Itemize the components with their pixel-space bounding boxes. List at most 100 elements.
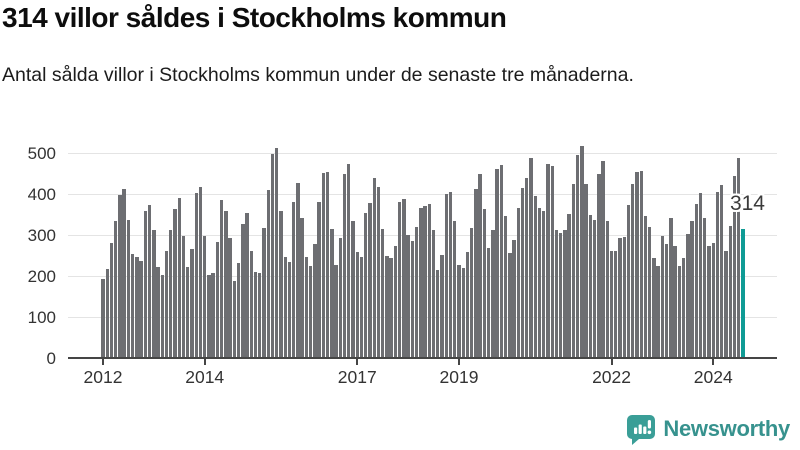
- bar: [135, 256, 139, 358]
- bar: [364, 212, 368, 358]
- bar: [461, 267, 465, 358]
- bar: [207, 274, 211, 358]
- bar: [389, 257, 393, 358]
- bar: [122, 188, 126, 358]
- bar: [470, 228, 474, 358]
- bar: [325, 171, 330, 358]
- x-axis-line: [68, 357, 777, 359]
- bar: [690, 221, 694, 358]
- newsworthy-logo-icon: [627, 414, 656, 445]
- bar: [652, 258, 656, 358]
- bar: [584, 184, 588, 358]
- bar: [109, 242, 114, 358]
- bar: [444, 194, 448, 358]
- bar: [241, 223, 245, 358]
- bar: [448, 191, 453, 358]
- bar: [550, 166, 554, 358]
- bar: [618, 238, 622, 358]
- highlight-value-label: 314: [729, 192, 765, 215]
- bar: [698, 192, 703, 358]
- bar: [491, 230, 495, 358]
- bar: [105, 269, 109, 358]
- x-axis-label: 2019: [439, 367, 479, 387]
- bar: [262, 227, 266, 358]
- bar: [270, 154, 275, 358]
- bar: [414, 227, 419, 358]
- bar: [516, 207, 520, 358]
- bar: [423, 205, 427, 358]
- bar: [546, 164, 550, 358]
- bar: [253, 271, 258, 358]
- bar: [457, 264, 461, 358]
- bar: [715, 191, 720, 358]
- bar: [440, 255, 444, 358]
- y-axis-label: 100: [27, 308, 56, 327]
- bar: [660, 235, 665, 358]
- bar: [143, 211, 148, 358]
- bar: [724, 251, 728, 358]
- bar: [486, 247, 491, 358]
- y-axis-label: 400: [27, 185, 56, 204]
- x-axis-tick: [712, 359, 715, 365]
- bar: [186, 266, 190, 358]
- bar: [406, 235, 410, 358]
- bar: [160, 274, 165, 358]
- bar: [177, 197, 181, 358]
- bar: [215, 242, 220, 358]
- bar: [639, 170, 643, 358]
- bar: [393, 246, 398, 358]
- bar: [525, 178, 529, 358]
- bar: [397, 201, 402, 358]
- bar: [508, 252, 512, 358]
- bar: [605, 221, 609, 358]
- bar: [181, 236, 186, 358]
- highlighted-bar: [741, 229, 745, 358]
- bar: [520, 188, 525, 358]
- x-axis-tick: [102, 359, 104, 365]
- bar: [431, 230, 436, 358]
- bar: [156, 266, 160, 358]
- bar: [190, 248, 194, 358]
- bar: [597, 173, 601, 358]
- bar: [198, 187, 203, 358]
- bar: [118, 194, 122, 358]
- x-axis-label: 2022: [592, 367, 632, 387]
- bar: [664, 244, 669, 358]
- bar: [308, 265, 313, 358]
- bar: [686, 234, 690, 358]
- bar: [173, 209, 177, 358]
- bar: [313, 244, 317, 358]
- bar: [681, 258, 686, 358]
- bar: [575, 155, 580, 358]
- bar: [101, 278, 105, 358]
- bar: [211, 273, 215, 358]
- bar: [478, 174, 482, 358]
- newsworthy-logo: Newsworthy: [626, 413, 790, 445]
- bar: [245, 213, 249, 358]
- bar: [351, 221, 355, 358]
- bar: [495, 169, 499, 358]
- bar: [334, 264, 338, 358]
- bar: [592, 219, 597, 358]
- bar: [219, 200, 224, 358]
- bar: [465, 252, 470, 358]
- gridline: [68, 153, 777, 154]
- bar: [287, 262, 292, 358]
- bar: [537, 208, 542, 358]
- bar: [152, 230, 156, 358]
- bar: [355, 252, 359, 358]
- bar: [554, 230, 559, 358]
- bar: [419, 208, 423, 358]
- bar: [503, 216, 508, 358]
- x-axis-tick: [203, 359, 206, 365]
- bar: [720, 184, 724, 358]
- bar: [139, 260, 143, 358]
- bar: [614, 250, 618, 358]
- bar: [126, 219, 131, 358]
- bar: [330, 228, 334, 358]
- bar: [347, 164, 351, 358]
- y-axis-label: 0: [46, 349, 56, 368]
- bar: [359, 256, 364, 358]
- bar: [228, 238, 232, 358]
